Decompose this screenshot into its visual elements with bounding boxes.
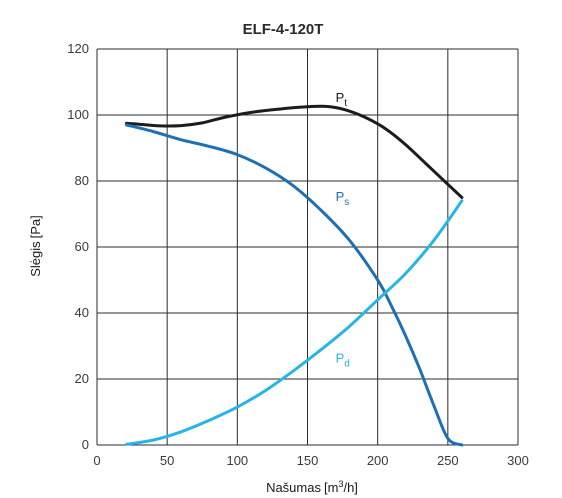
series-label-base: P xyxy=(336,189,345,204)
series-ps-label: Ps xyxy=(336,189,350,208)
series-label-base: P xyxy=(336,351,345,366)
x-axis-label-main: Našumas xyxy=(266,480,321,495)
y-tick-label: 20 xyxy=(75,371,89,386)
x-tick-label: 300 xyxy=(507,453,529,468)
y-axis-label-main: Slėgis xyxy=(28,241,43,277)
series-pt-label: Pt xyxy=(336,90,348,109)
series-ps-curve xyxy=(125,123,464,447)
y-tick-label: 80 xyxy=(75,173,89,188)
x-tick-label: 50 xyxy=(160,453,174,468)
series-pt-curve xyxy=(125,104,464,199)
grid xyxy=(96,48,519,446)
series-pd-curve xyxy=(125,199,464,446)
x-tick-label: 250 xyxy=(437,453,459,468)
y-tick-label: 100 xyxy=(67,107,89,122)
x-tick-label: 200 xyxy=(367,453,389,468)
x-axis-label-unit-open: [m xyxy=(324,480,338,495)
series-label-subscript: t xyxy=(344,98,347,109)
series-label-subscript: d xyxy=(344,359,350,370)
x-axis-label: Našumas [m3/h] xyxy=(266,479,358,495)
series-label-subscript: s xyxy=(344,197,349,208)
y-axis-label-unit: [Pa] xyxy=(28,215,43,238)
y-tick-label: 0 xyxy=(82,437,89,452)
chart-title: ELF-4-120T xyxy=(243,21,324,38)
x-tick-label: 150 xyxy=(297,453,319,468)
y-axis-label: Slėgis [Pa] xyxy=(28,215,43,277)
series-label-base: P xyxy=(336,90,345,105)
curves xyxy=(125,104,464,447)
y-tick-label: 60 xyxy=(75,239,89,254)
x-axis-label-unit-sup: 3 xyxy=(338,479,343,489)
y-tick-label: 120 xyxy=(67,41,89,56)
y-tick-labels: 0 20 40 60 80 100 120 xyxy=(67,41,89,452)
x-tick-label: 0 xyxy=(93,453,100,468)
x-tick-label: 100 xyxy=(226,453,248,468)
y-tick-label: 40 xyxy=(75,305,89,320)
x-tick-labels: 0 50 100 150 200 250 300 xyxy=(93,453,528,468)
series-pd-label: Pd xyxy=(336,351,350,370)
x-axis-label-unit-close: /h] xyxy=(343,480,357,495)
